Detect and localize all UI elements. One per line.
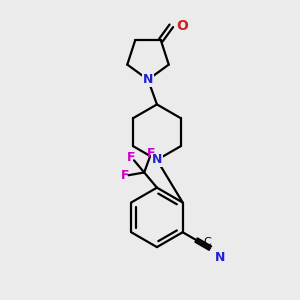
Text: F: F	[127, 151, 136, 164]
Text: N: N	[152, 153, 162, 167]
Text: N: N	[215, 251, 226, 264]
Text: C: C	[203, 237, 211, 247]
Text: N: N	[143, 73, 153, 86]
Text: O: O	[176, 19, 188, 33]
Text: F: F	[147, 147, 155, 160]
Text: F: F	[120, 169, 129, 182]
